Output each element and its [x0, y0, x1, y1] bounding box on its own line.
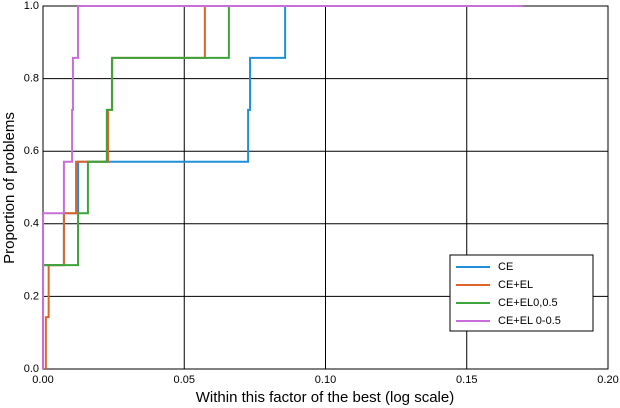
step-line	[42, 5, 524, 369]
legend-label: CE	[498, 261, 513, 273]
step-line	[44, 6, 206, 369]
legend-label: CE+EL 0-0.5	[498, 315, 561, 327]
y-axis-title: Proportion of problems	[1, 112, 18, 264]
legend-label: CE+EL	[498, 279, 533, 291]
x-tick-label: 0.10	[315, 374, 336, 386]
y-tick-label: 0.4	[24, 218, 39, 230]
legend-label: CE+EL0,0.5	[498, 297, 558, 309]
y-tick-label: 0.2	[24, 290, 39, 302]
y-tick-label: 0.8	[24, 73, 39, 85]
y-tick-label: 0.0	[24, 363, 39, 375]
x-tick-label: 0.15	[456, 374, 477, 386]
x-tick-label: 0.00	[32, 374, 53, 386]
step-line	[42, 6, 287, 369]
y-tick-label: 0.6	[24, 145, 39, 157]
x-tick-label: 0.20	[597, 374, 618, 386]
y-tick-label: 1.0	[24, 0, 39, 12]
x-tick-label: 0.05	[174, 374, 195, 386]
step-line	[42, 6, 230, 369]
x-axis-title: Within this factor of the best (log scal…	[196, 389, 454, 406]
